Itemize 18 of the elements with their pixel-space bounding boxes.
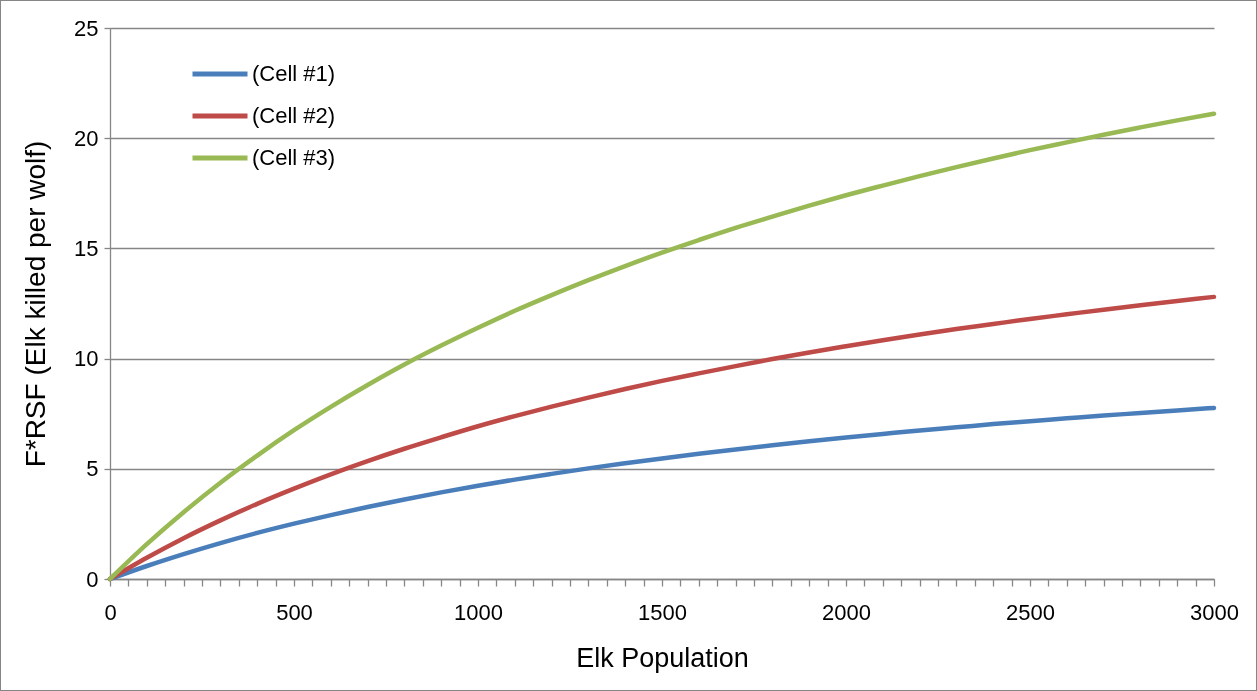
x-tick-label: 3000: [1190, 599, 1239, 625]
y-tick-label: 5: [86, 456, 99, 482]
x-tick-label: 1500: [638, 599, 687, 625]
legend-label: (Cell #1): [252, 61, 336, 86]
y-axis-title: F*RSF (Elk killed per wolf): [20, 140, 52, 468]
y-tick-label: 25: [74, 15, 99, 41]
y-tick-label: 15: [74, 235, 99, 261]
y-tick-label: 10: [74, 346, 99, 372]
x-tick-label: 1000: [454, 599, 503, 625]
legend-label: (Cell #3): [252, 145, 336, 170]
y-tick-label: 0: [86, 566, 99, 592]
x-tick-label: 2000: [822, 599, 871, 625]
legend-label: (Cell #2): [252, 103, 336, 128]
x-tick-label: 0: [104, 599, 117, 625]
y-tick-label: 20: [74, 125, 99, 151]
x-axis-title: Elk Population: [576, 642, 749, 673]
x-tick-label: 500: [276, 599, 313, 625]
x-tick-label: 2500: [1006, 599, 1055, 625]
